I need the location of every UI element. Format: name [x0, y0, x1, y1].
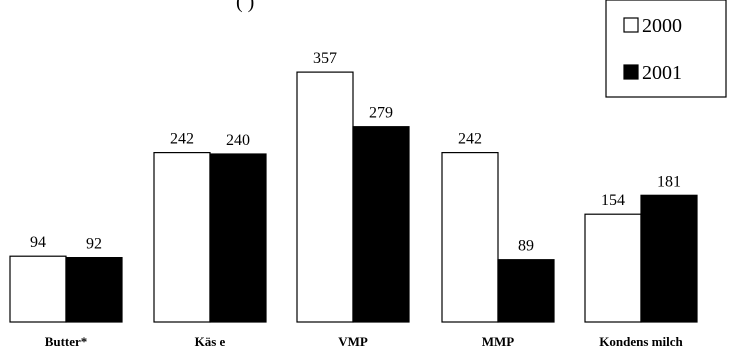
bar-2001-2	[209, 153, 267, 323]
chart-title-text: ( )	[236, 0, 254, 13]
value-label-2001-4: 89	[518, 238, 534, 255]
legend-label-2000: 2000	[642, 15, 682, 37]
legend-box	[605, 0, 727, 98]
value-label-2000-3: 357	[313, 50, 337, 67]
bar-2000-5	[584, 213, 642, 323]
bar-2001-5	[640, 194, 698, 323]
legend-swatch-2001	[623, 64, 639, 80]
legend: 2000 2001	[605, 0, 727, 98]
bar-2001-1	[65, 257, 123, 323]
legend-swatch-2000	[623, 17, 639, 33]
value-label-2001-2: 240	[226, 132, 250, 149]
legend-label-2001: 2001	[642, 62, 682, 84]
bar-2000-3	[296, 71, 354, 323]
category-labels-group: Butter* Käs e VMP MMP Kondens milch	[45, 334, 684, 349]
bars-group	[9, 71, 698, 323]
category-label-1: Butter*	[45, 334, 88, 349]
value-label-2000-5: 154	[601, 192, 625, 209]
category-label-3: VMP	[338, 334, 368, 349]
value-label-2000-1: 94	[30, 234, 46, 251]
value-label-2001-3: 279	[369, 105, 393, 122]
bar-2001-4	[497, 259, 555, 323]
value-label-2001-1: 92	[86, 236, 102, 253]
value-label-2000-2: 242	[170, 131, 194, 148]
value-label-2000-4: 242	[458, 131, 482, 148]
value-label-2001-5: 181	[657, 173, 681, 190]
bar-2001-3	[352, 126, 410, 323]
value-labels-group: 94 92 242 240 357 279 242 89 154 181	[30, 50, 681, 255]
bar-2000-2	[153, 152, 211, 323]
bar-2000-1	[9, 255, 67, 323]
category-label-2: Käs e	[195, 334, 226, 349]
bar-2000-4	[441, 152, 499, 323]
category-label-5: Kondens milch	[599, 334, 683, 349]
chart-title-fragment: ( )	[236, 0, 254, 13]
category-label-4: MMP	[482, 334, 515, 349]
